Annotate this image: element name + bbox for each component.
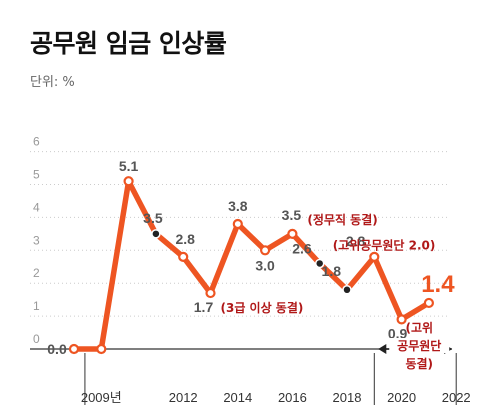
data-point-2016	[287, 228, 298, 239]
data-label-2019: 2.8	[346, 233, 366, 249]
range-label-bg	[389, 338, 450, 353]
x-tick-label-4: 2018	[333, 390, 362, 405]
x-tick-label-3: 2016	[278, 390, 307, 405]
data-point-2012	[178, 251, 189, 262]
x-tick-label-2: 2014	[223, 390, 252, 405]
data-label-2008: 0.0	[47, 341, 67, 357]
x-tick-label-0: 2009년	[81, 390, 122, 405]
data-label-2021: 1.4	[421, 271, 455, 298]
y-tick-label-0: 0	[33, 332, 40, 346]
data-point-2009	[96, 343, 107, 355]
y-tick-label-4: 4	[33, 200, 40, 214]
data-point-2010	[123, 176, 134, 187]
data-point-2021	[423, 297, 434, 309]
y-tick-label-6: 6	[33, 135, 40, 149]
data-point-2020	[396, 314, 407, 325]
data-point-2011	[151, 229, 161, 239]
annotation-senior-freeze-line-1: 공무원단	[397, 338, 441, 353]
data-label-2015: 3.0	[255, 257, 275, 273]
y-tick-label-1: 1	[33, 299, 40, 313]
range-arrow-left-head	[378, 344, 387, 354]
annotation-senior-2-0: (고위공무원단 2.0)	[333, 237, 436, 252]
data-label-2011: 3.5	[143, 210, 163, 226]
data-point-2014	[232, 218, 243, 230]
data-label-2012: 2.8	[175, 231, 195, 247]
data-label-2018: 1.8	[322, 263, 342, 279]
data-label-2017: 2.6	[292, 240, 312, 256]
data-label-2013: 1.7	[194, 299, 214, 315]
data-point-2019	[369, 251, 380, 262]
data-point-2018	[342, 285, 352, 295]
data-point-2008	[68, 343, 80, 355]
x-tick-label-1: 2012	[169, 390, 198, 405]
annotation-political-freeze: (정무직 동결)	[307, 212, 377, 227]
data-label-2020: 0.9	[388, 325, 408, 341]
data-point-2015	[260, 245, 271, 256]
data-label-2016: 3.5	[282, 207, 302, 223]
x-tick-label-5: 2020	[387, 390, 416, 405]
data-point-2013	[205, 287, 216, 299]
y-tick-label-2: 2	[33, 266, 40, 280]
data-label-2014: 3.8	[228, 198, 248, 214]
series-line	[71, 178, 432, 352]
annotation-rank3-freeze: (3급 이상 동결)	[221, 300, 304, 315]
data-label-2010: 5.1	[119, 158, 139, 174]
y-tick-label-3: 3	[33, 233, 40, 247]
data-point-2017	[314, 258, 325, 269]
annotation-senior-freeze-line-2: 동결)	[405, 356, 433, 371]
x-tick-label-6: 2022	[442, 390, 471, 405]
annotation-senior-freeze-line-0: (고위	[405, 321, 433, 335]
unit-label: 단위: %	[30, 75, 75, 90]
chart-title: 공무원 임금 인상률	[30, 29, 227, 58]
y-tick-label-5: 5	[33, 168, 40, 182]
